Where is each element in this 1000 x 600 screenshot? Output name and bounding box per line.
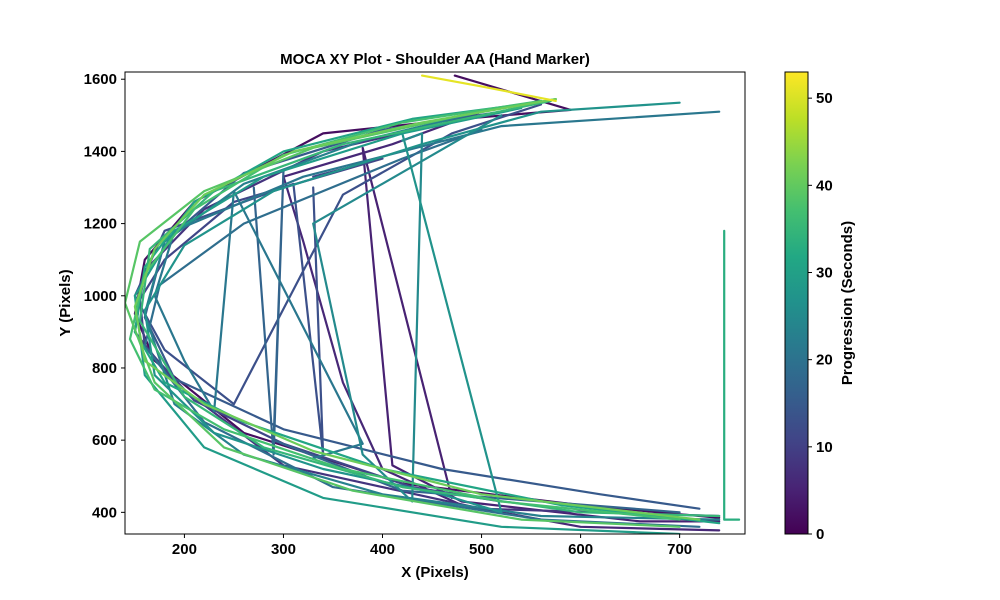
colorbar-tick-label: 40	[816, 177, 833, 194]
colorbar-label: Progression (Seconds)	[839, 221, 856, 385]
y-tick-label: 400	[92, 504, 117, 521]
x-tick-label: 600	[568, 541, 593, 558]
chart-title: MOCA XY Plot - Shoulder AA (Hand Marker)	[280, 51, 590, 68]
trace-segment-17	[138, 99, 721, 518]
trace-segment-13	[143, 101, 681, 514]
colorbar-tick-label: 10	[816, 439, 833, 456]
colorbar-tick-label: 0	[816, 526, 824, 543]
trace-segment-10	[153, 110, 721, 460]
x-tick-label: 400	[370, 541, 395, 558]
y-tick-label: 600	[92, 432, 117, 449]
trace-segment-9	[143, 128, 701, 528]
x-tick-label: 700	[667, 541, 692, 558]
x-axis: 200 300 400 500 600 700	[172, 534, 692, 558]
x-tick-label: 500	[469, 541, 494, 558]
y-tick-label: 1200	[84, 216, 117, 233]
trace-segment-19	[125, 97, 681, 528]
trace-segment-3	[282, 110, 721, 532]
plot-frame	[124, 71, 746, 535]
x-tick-label: 300	[271, 541, 296, 558]
colorbar-tick-label: 30	[816, 264, 833, 281]
x-axis-label: X (Pixels)	[401, 564, 469, 581]
trace-segment-16	[723, 229, 741, 521]
colorbar-tick-label: 50	[816, 90, 833, 107]
trace-segment-21	[421, 74, 557, 103]
trace-segment-2	[361, 146, 721, 523]
trace-layer	[125, 74, 741, 534]
y-tick-label: 1400	[84, 143, 117, 160]
trace-segment-7	[143, 110, 701, 510]
y-tick-label: 1000	[84, 288, 117, 305]
y-axis-label: Y (Pixels)	[57, 269, 74, 336]
trace-segment-11	[143, 99, 721, 521]
colorbar-axis: 0 10 20 30 40 50	[808, 90, 833, 543]
colorbar	[784, 71, 809, 535]
y-axis: 400 600 800 1000 1200 1400 1600	[84, 71, 125, 521]
y-tick-label: 1600	[84, 71, 117, 88]
trace-segment-20	[133, 97, 701, 521]
colorbar-tick-label: 20	[816, 352, 833, 369]
y-tick-label: 800	[92, 360, 117, 377]
x-tick-label: 200	[172, 541, 197, 558]
